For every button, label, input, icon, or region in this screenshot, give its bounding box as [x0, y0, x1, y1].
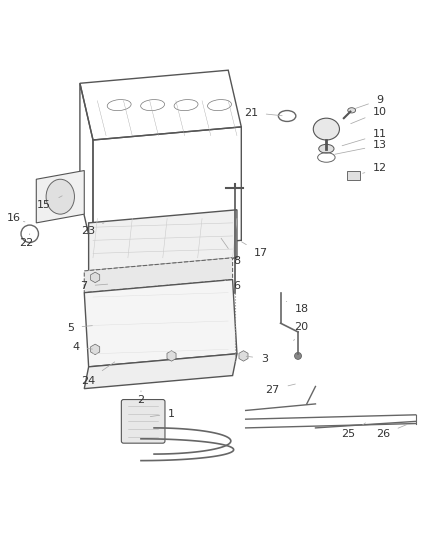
Text: 17: 17	[241, 242, 267, 259]
Text: 18: 18	[286, 301, 308, 314]
Text: 4: 4	[72, 342, 92, 352]
Text: 25: 25	[340, 423, 365, 439]
Circle shape	[294, 352, 301, 359]
Text: 16: 16	[7, 213, 25, 223]
Text: 2: 2	[137, 391, 144, 405]
Polygon shape	[88, 210, 237, 271]
Text: 13: 13	[334, 140, 386, 154]
Text: 9: 9	[354, 95, 383, 109]
Ellipse shape	[46, 179, 74, 214]
Text: 6: 6	[223, 280, 240, 291]
Polygon shape	[84, 258, 232, 293]
Text: 3: 3	[246, 353, 267, 364]
Text: 15: 15	[37, 196, 62, 211]
Text: 22: 22	[20, 234, 34, 247]
Text: 1: 1	[150, 408, 175, 418]
Text: 12: 12	[362, 163, 386, 173]
FancyBboxPatch shape	[346, 171, 359, 180]
FancyBboxPatch shape	[121, 400, 165, 443]
Ellipse shape	[313, 118, 339, 140]
Polygon shape	[84, 354, 237, 389]
Text: 24: 24	[81, 362, 114, 386]
Text: 20: 20	[293, 322, 308, 341]
Text: 5: 5	[67, 322, 92, 333]
Text: 23: 23	[81, 223, 104, 236]
Text: 7: 7	[80, 281, 107, 291]
Polygon shape	[36, 171, 84, 223]
Text: 21: 21	[243, 108, 282, 117]
Text: 27: 27	[265, 384, 295, 394]
Ellipse shape	[318, 144, 333, 153]
Polygon shape	[84, 280, 237, 367]
Text: 11: 11	[341, 130, 386, 146]
Text: 10: 10	[350, 107, 386, 124]
Text: 26: 26	[375, 425, 406, 439]
Text: 8: 8	[221, 238, 240, 266]
Ellipse shape	[347, 108, 355, 113]
